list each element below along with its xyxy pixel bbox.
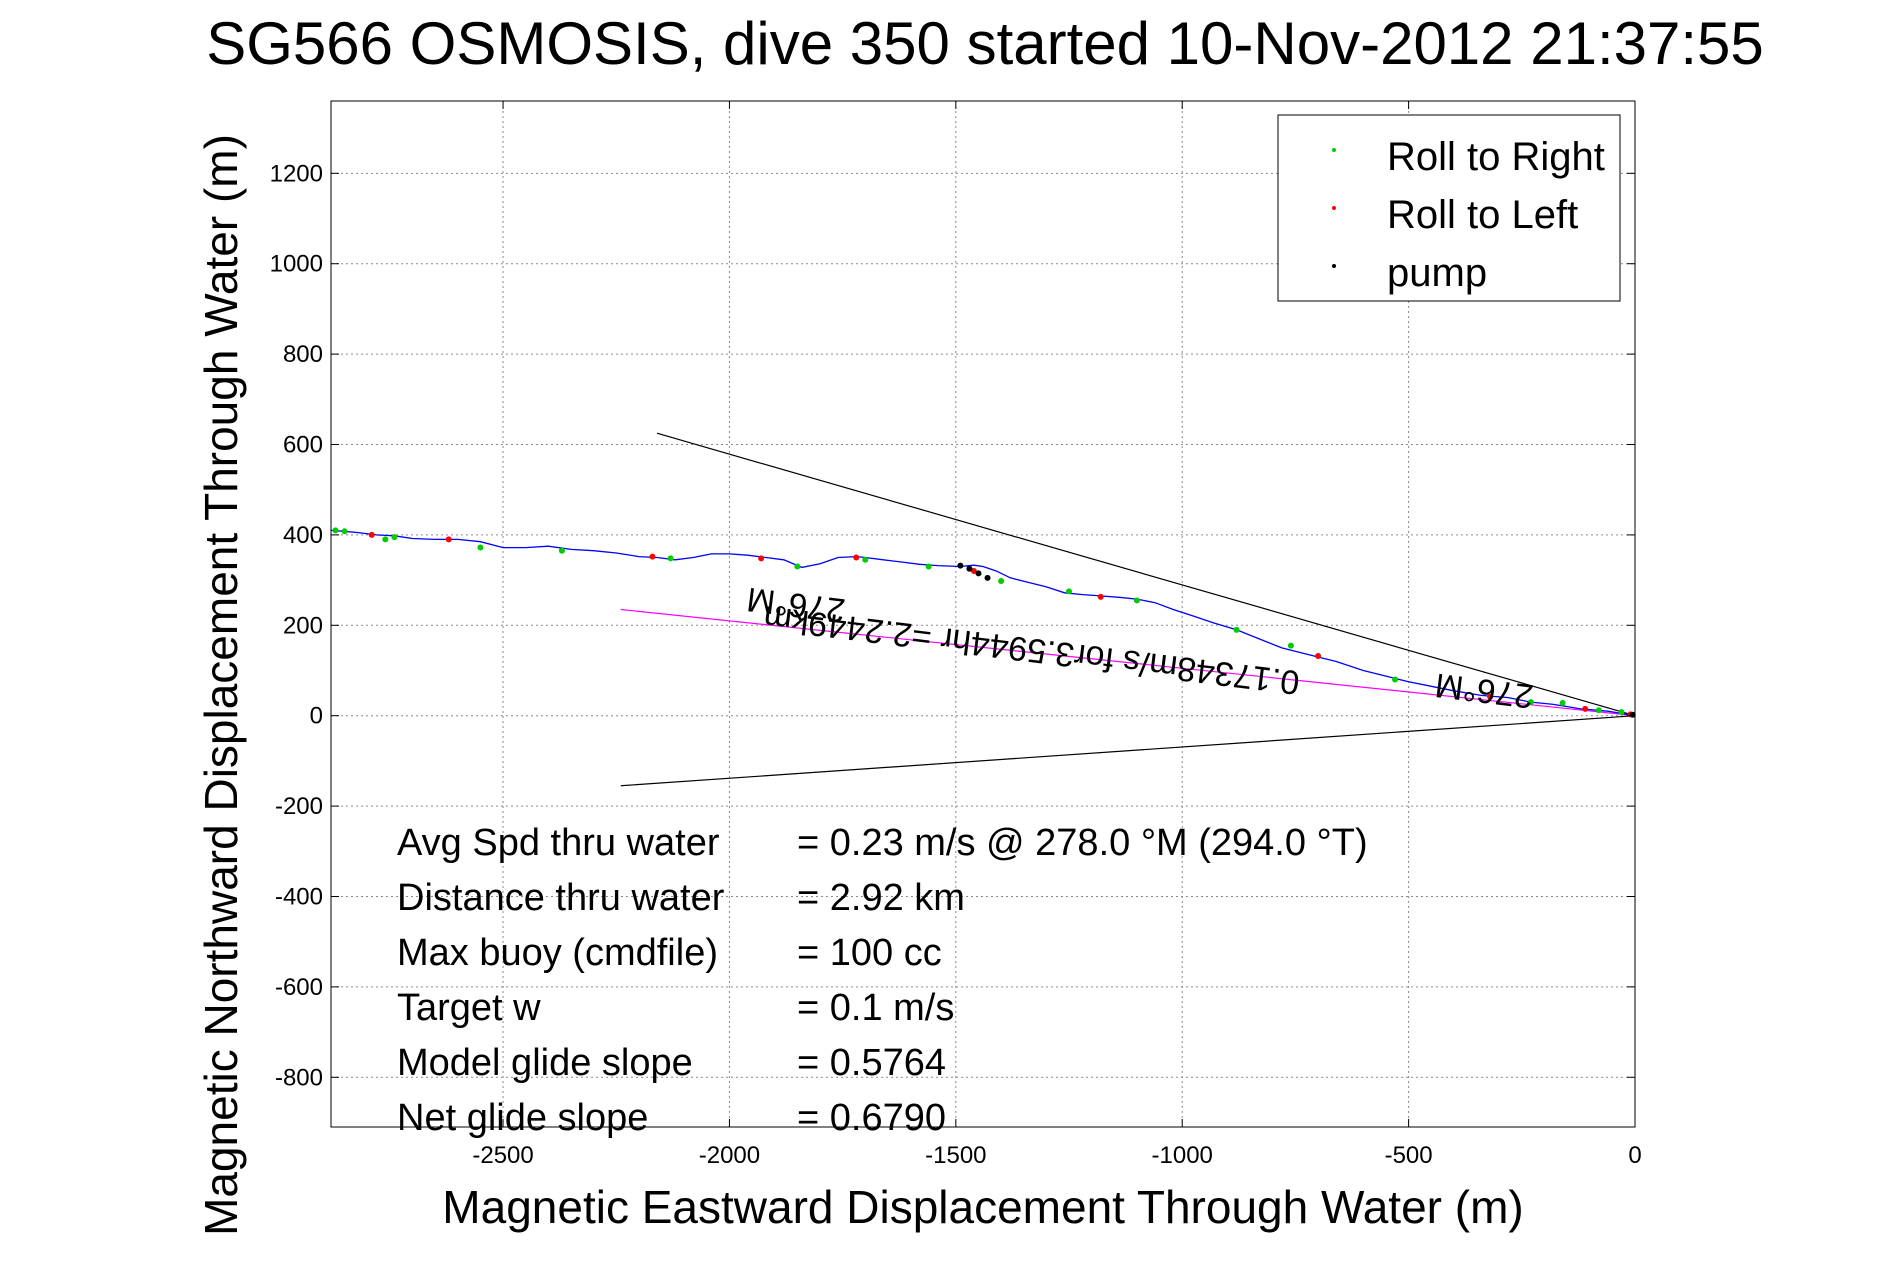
roll-right-marker [667,555,674,562]
roll-right-marker [925,563,932,570]
y-tick-label: 1200 [270,160,323,187]
stat-value: = 0.6790 [797,1097,946,1139]
chart-title: SG566 OSMOSIS, dive 350 started 10-Nov-2… [206,10,1764,77]
roll-left-marker [853,554,860,561]
y-axis-label: Magnetic Northward Displacement Through … [195,134,247,1236]
legend: Roll to Right Roll to Left pump [1277,114,1621,302]
stat-value: = 0.1 m/s [797,987,954,1029]
pump-marker [1629,711,1636,718]
x-tick-label: -1500 [925,1142,986,1169]
roll-right-marker [341,528,348,535]
stat-label: Target w [397,987,541,1029]
roll-right-marker [1233,626,1240,633]
stat-label: Net glide slope [397,1097,648,1139]
legend-marker-roll-right [1332,148,1336,152]
roll-left-marker [445,536,452,543]
axis-ticks: -2500 -2000 -1500 -1000 -500 0-800-600-400-20… [270,101,1642,1169]
roll-right-marker [1287,642,1294,649]
y-tick-label: 0 [310,703,323,730]
x-tick-label: -2500 [472,1142,533,1169]
x-axis-label: Magnetic Eastward Displacement Through W… [442,1181,1523,1233]
roll-right-marker [1392,676,1399,683]
pump-marker [984,574,991,581]
x-tick-label: 0 [1628,1142,1641,1169]
y-tick-label: -800 [275,1064,323,1091]
roll-right-marker [382,536,389,543]
roll-right-marker [558,547,565,554]
roll-left-marker [1315,653,1322,660]
roll-right-marker [391,534,398,541]
y-tick-label: 1000 [270,251,323,278]
reference-lines [620,432,1636,787]
y-tick-label: -400 [275,883,323,910]
roll-right-marker [332,527,339,534]
stat-value: = 0.23 m/s @ 278.0 °M (294.0 °T) [797,822,1368,864]
roll-right-marker [1133,597,1140,604]
stats-block: Avg Spd thru water = 0.23 m/s @ 278.0 °M… [397,822,1368,1139]
stat-value: = 100 cc [797,932,942,974]
roll-right-marker [1595,707,1602,714]
roll-left-marker [1582,705,1589,712]
x-tick-label: -1000 [1152,1142,1213,1169]
pump-marker [966,565,973,572]
stat-label: Max buoy (cmdfile) [397,932,718,974]
reference-line [656,432,1636,717]
pump-marker [957,562,964,569]
reference-line [620,715,1636,787]
legend-label-roll-left: Roll to Left [1387,193,1578,237]
reference-line [620,608,1636,717]
stat-label: Distance thru water [397,877,725,919]
stat-label: Model glide slope [397,1042,693,1084]
roll-right-marker [794,563,801,570]
stat-value: = 0.5764 [797,1042,946,1084]
roll-right-marker [1527,699,1534,706]
legend-marker-roll-left [1332,206,1336,210]
legend-label-pump: pump [1387,251,1487,295]
roll-right-marker [998,578,1005,585]
y-tick-label: 400 [283,522,323,549]
y-tick-label: 600 [283,432,323,459]
legend-label-roll-right: Roll to Right [1387,135,1605,179]
roll-left-marker [1487,693,1494,700]
x-tick-label: -500 [1385,1142,1433,1169]
legend-marker-pump [1332,264,1336,268]
roll-right-marker [1066,588,1073,595]
pump-marker [975,570,982,577]
plot-area-border [330,100,1636,1128]
stat-label: Avg Spd thru water [397,822,720,864]
roll-right-marker [862,556,869,563]
y-tick-label: -200 [275,793,323,820]
y-tick-label: 800 [283,341,323,368]
track-layer [330,529,1636,717]
roll-left-marker [649,553,656,560]
y-tick-label: -600 [275,974,323,1001]
roll-left-marker [1097,593,1104,600]
roll-right-marker [1618,709,1625,716]
track-line [330,529,1636,717]
roll-left-marker [970,568,977,575]
roll-right-marker [1559,700,1566,707]
y-tick-label: 200 [283,612,323,639]
roll-right-marker [477,544,484,551]
x-tick-label: -2000 [699,1142,760,1169]
roll-left-marker [368,531,375,538]
marker-layer [332,527,1636,718]
stat-value: = 2.92 km [797,877,965,919]
roll-left-marker [758,555,765,562]
